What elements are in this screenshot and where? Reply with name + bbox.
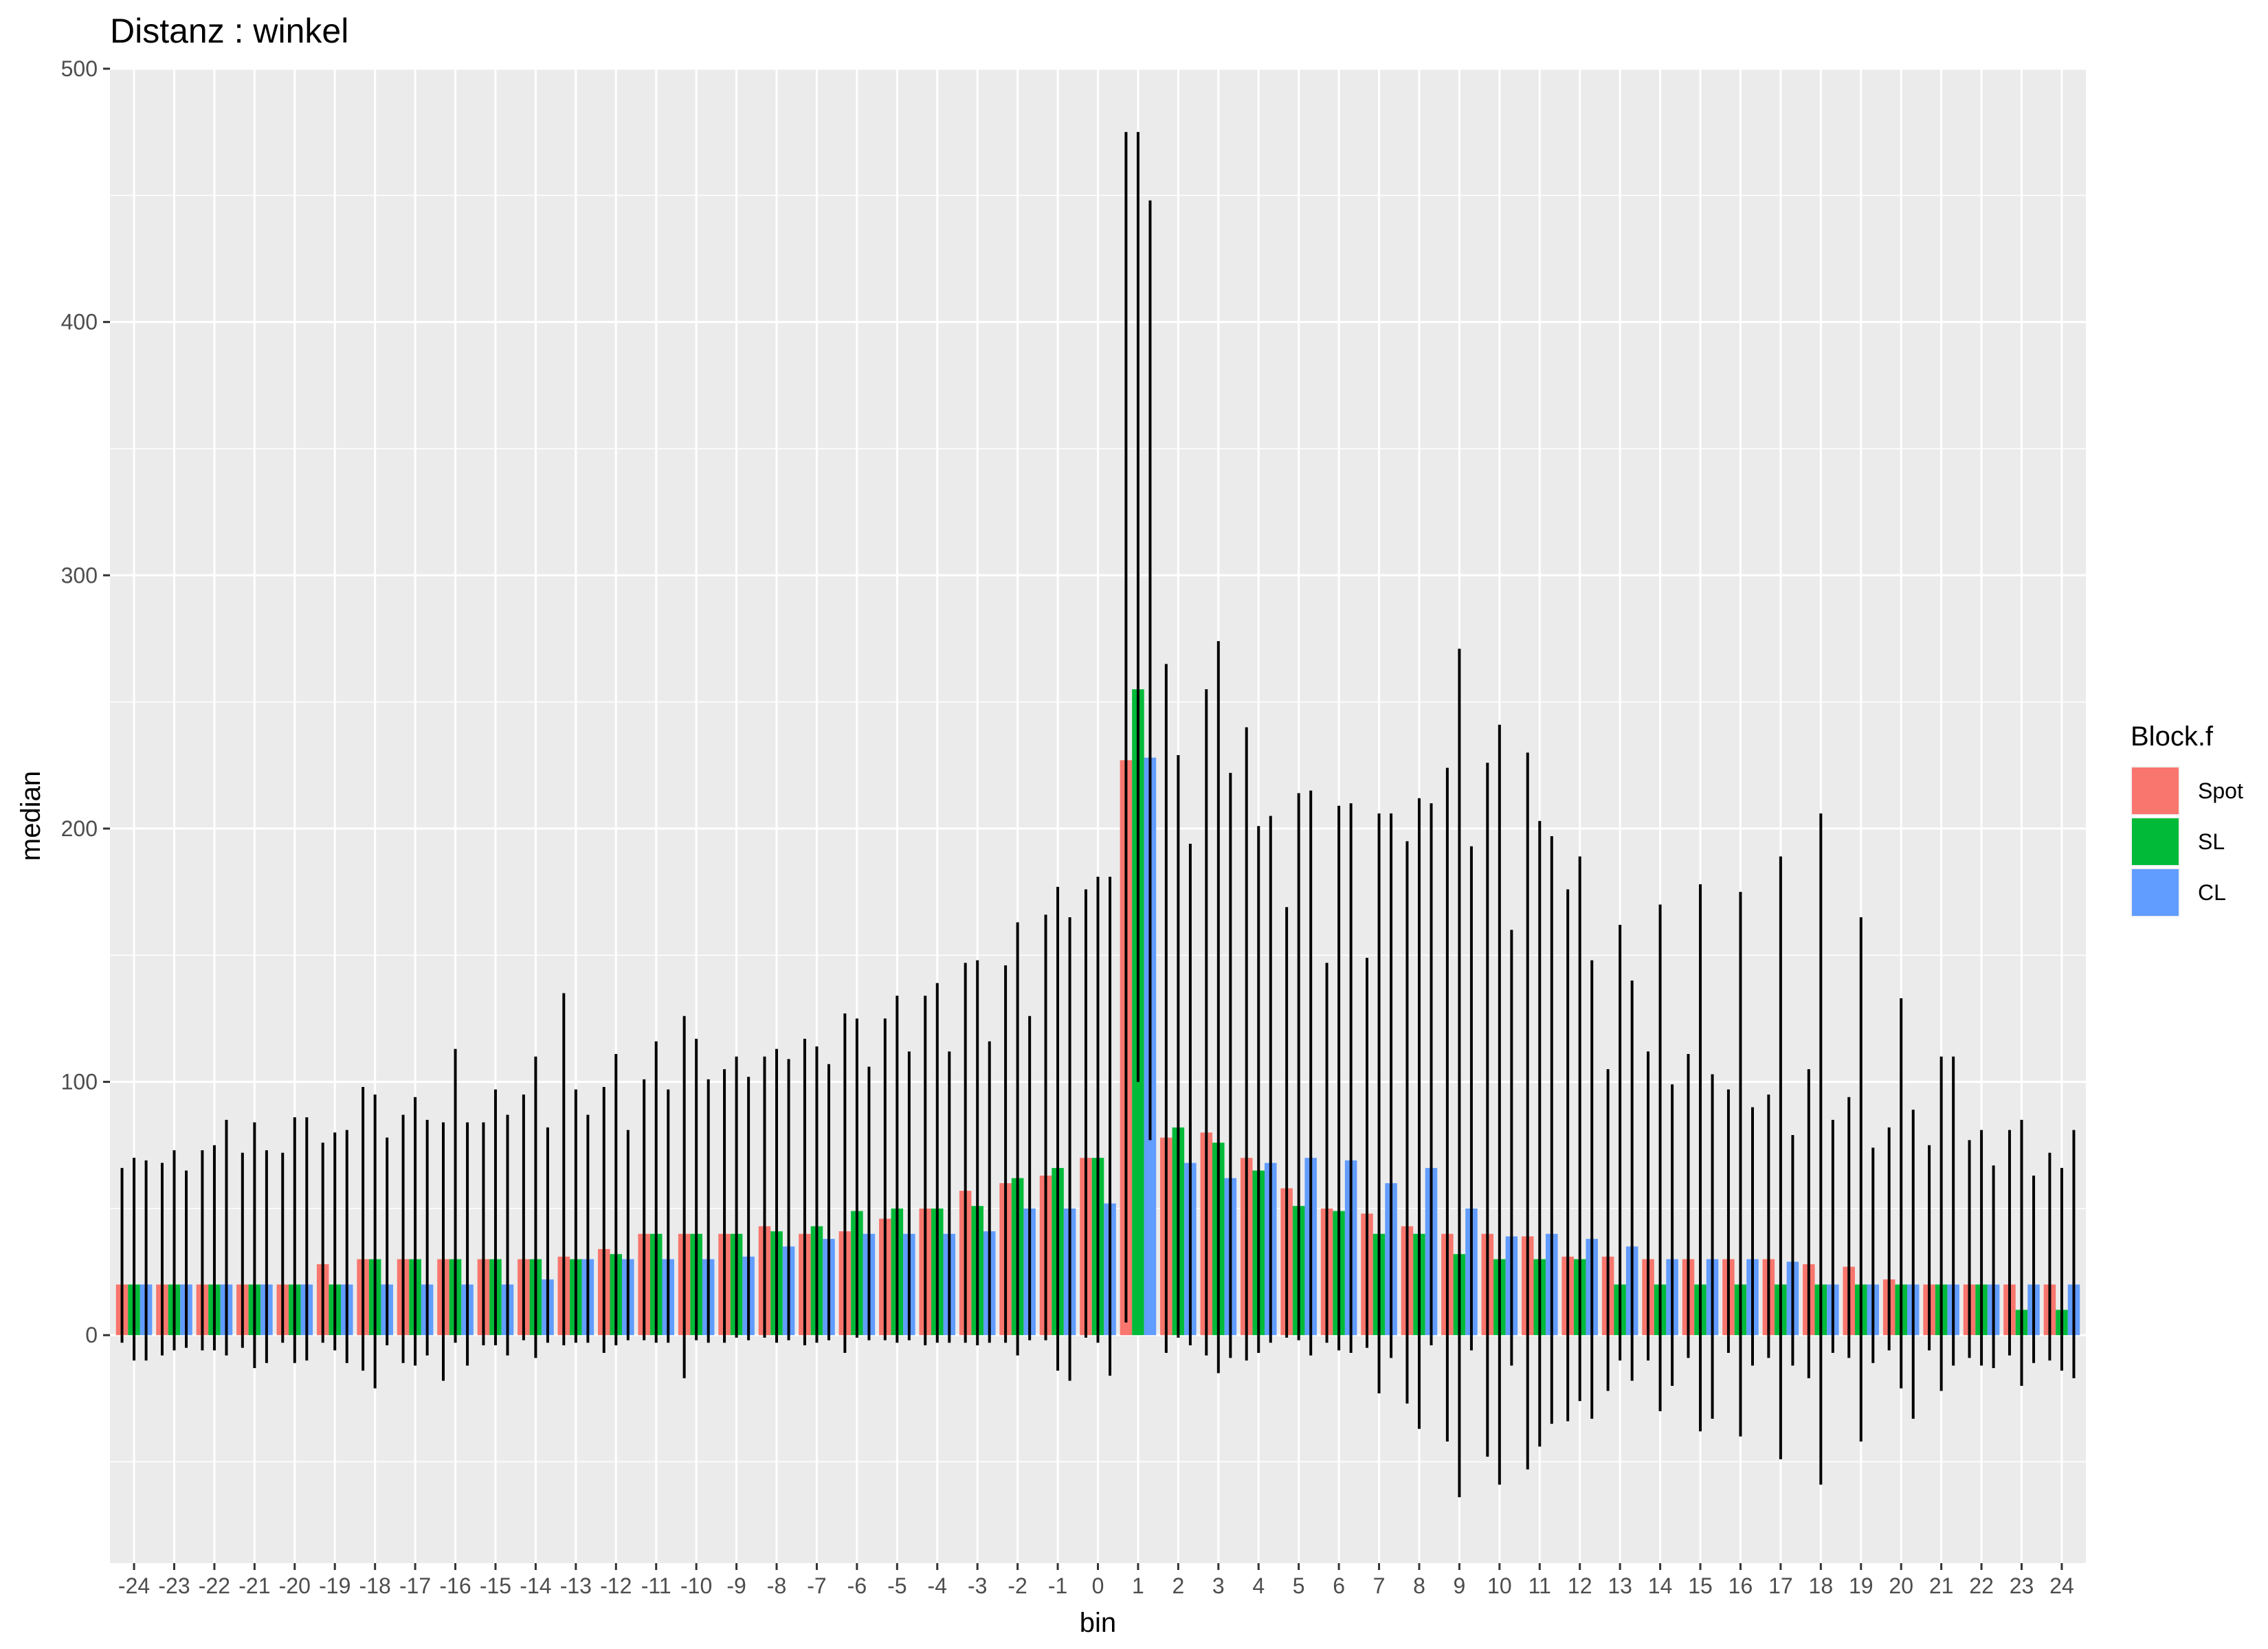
x-tick-label: 4	[1252, 1573, 1265, 1598]
x-tick-label: 18	[1809, 1573, 1834, 1598]
x-tick-label: -4	[928, 1573, 947, 1598]
x-tick-label: -24	[118, 1573, 150, 1598]
x-tick-label: 15	[1688, 1573, 1713, 1598]
x-tick-label: 5	[1293, 1573, 1305, 1598]
y-tick-label: 100	[61, 1070, 98, 1095]
x-tick-label: -15	[480, 1573, 511, 1598]
x-tick-label: 21	[1929, 1573, 1954, 1598]
legend: Block.f Spot SL CL	[2131, 721, 2243, 917]
y-tick-label: 200	[61, 816, 98, 841]
x-tick-label: -21	[238, 1573, 270, 1598]
y-tick-label: 0	[85, 1323, 98, 1347]
legend-label-cl: CL	[2198, 880, 2226, 905]
x-tick-label: 24	[2049, 1573, 2074, 1598]
x-tick-label: 1	[1132, 1573, 1144, 1598]
x-tick-label: 16	[1728, 1573, 1753, 1598]
x-tick-label: -1	[1048, 1573, 1067, 1598]
y-tick-label: 500	[61, 56, 98, 81]
x-tick-label: -14	[520, 1573, 551, 1598]
x-tick-label: -13	[560, 1573, 592, 1598]
x-tick-label: 2	[1172, 1573, 1184, 1598]
x-tick-label: 3	[1212, 1573, 1225, 1598]
y-tick-label: 400	[61, 310, 98, 335]
x-tick-label: -22	[199, 1573, 230, 1598]
chart-title: Distanz : winkel	[110, 12, 348, 50]
y-axis: 0 100 200 300 400 500	[61, 56, 110, 1347]
x-tick-label: -6	[847, 1573, 867, 1598]
x-tick-label: -5	[887, 1573, 907, 1598]
x-tick-label: -18	[359, 1573, 391, 1598]
x-tick-label: 12	[1568, 1573, 1592, 1598]
legend-title: Block.f	[2131, 721, 2214, 752]
x-tick-label: 0	[1092, 1573, 1104, 1598]
x-tick-label: 6	[1333, 1573, 1345, 1598]
y-tick-label: 300	[61, 563, 98, 587]
x-tick-label: 20	[1889, 1573, 1913, 1598]
x-tick-label: -17	[399, 1573, 431, 1598]
x-tick-label: 23	[2010, 1573, 2034, 1598]
x-tick-label: 17	[1768, 1573, 1793, 1598]
x-tick-label: -10	[680, 1573, 712, 1598]
legend-swatch-sl	[2132, 818, 2179, 865]
x-tick-label: 22	[1969, 1573, 1994, 1598]
x-tick-label: -8	[767, 1573, 786, 1598]
error-bars	[120, 132, 2076, 1498]
x-axis: -24 -23 -22 -21 -20 -19 -18 -17 -16 -15 -14 -13 -12-…	[118, 1563, 2074, 1598]
x-tick-label: -7	[807, 1573, 826, 1598]
x-tick-label: -19	[319, 1573, 351, 1598]
x-tick-label: 14	[1648, 1573, 1673, 1598]
x-tick-label: 13	[1608, 1573, 1632, 1598]
legend-label-sl: SL	[2198, 829, 2225, 854]
x-tick-label: 9	[1454, 1573, 1466, 1598]
x-tick-label: -20	[279, 1573, 311, 1598]
x-axis-title: bin	[1080, 1608, 1116, 1638]
x-tick-label: 10	[1487, 1573, 1512, 1598]
legend-swatch-cl	[2132, 869, 2179, 916]
legend-label-spot: Spot	[2198, 778, 2243, 803]
x-tick-label: 11	[1528, 1573, 1551, 1598]
x-tick-label: -16	[439, 1573, 471, 1598]
y-axis-title: median	[16, 771, 46, 861]
x-tick-label: 7	[1373, 1573, 1386, 1598]
x-tick-label: -2	[1008, 1573, 1027, 1598]
x-tick-label: -23	[158, 1573, 190, 1598]
x-tick-label: 19	[1849, 1573, 1874, 1598]
x-tick-label: -11	[641, 1573, 671, 1598]
x-tick-label: -12	[600, 1573, 632, 1598]
x-tick-label: -3	[968, 1573, 987, 1598]
legend-swatch-spot	[2132, 767, 2179, 814]
x-tick-label: 8	[1413, 1573, 1425, 1598]
x-tick-label: -9	[726, 1573, 746, 1598]
